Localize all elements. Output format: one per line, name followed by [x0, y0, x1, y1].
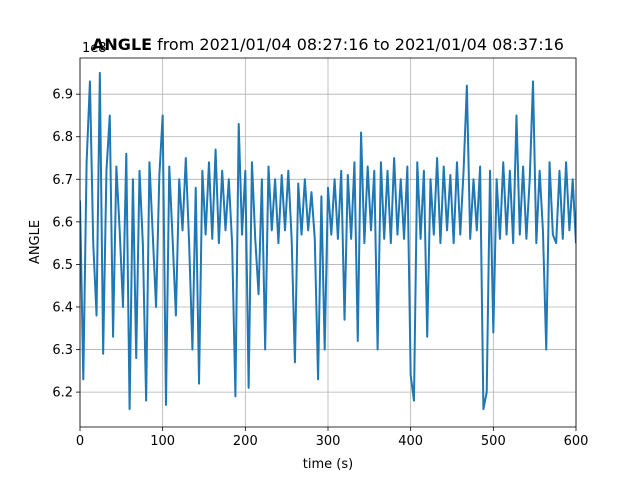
- x-tick-label: 500: [481, 434, 506, 449]
- y-axis-label: ANGLE: [28, 220, 43, 264]
- y-tick-label: 6.4: [52, 300, 73, 315]
- y-tick-label: 6.2: [52, 386, 73, 401]
- x-tick-label: 100: [150, 434, 175, 449]
- x-tick-label: 600: [564, 434, 589, 449]
- title-variable: ANGLE: [92, 35, 152, 54]
- y-tick-label: 6.8: [52, 130, 73, 145]
- title-range: from 2021/01/04 08:27:16 to 2021/01/04 0…: [157, 35, 564, 54]
- x-tick-label: 400: [398, 434, 423, 449]
- chart-title: ANGLE from 2021/01/04 08:27:16 to 2021/01…: [92, 35, 564, 54]
- y-offset-label: 1e8: [82, 41, 107, 56]
- x-tick-label: 200: [233, 434, 258, 449]
- y-tick-label: 6.6: [52, 215, 73, 230]
- y-tick-label: 6.3: [52, 343, 73, 358]
- data-line: [80, 71, 576, 411]
- x-axis-label: time (s): [303, 457, 353, 472]
- y-tick-label: 6.5: [52, 258, 73, 273]
- x-tick-label: 300: [316, 434, 341, 449]
- y-tick-label: 6.9: [52, 88, 73, 103]
- x-tick-label: 0: [76, 434, 84, 449]
- plot-frame: [79, 57, 577, 428]
- y-tick-label: 6.7: [52, 173, 73, 188]
